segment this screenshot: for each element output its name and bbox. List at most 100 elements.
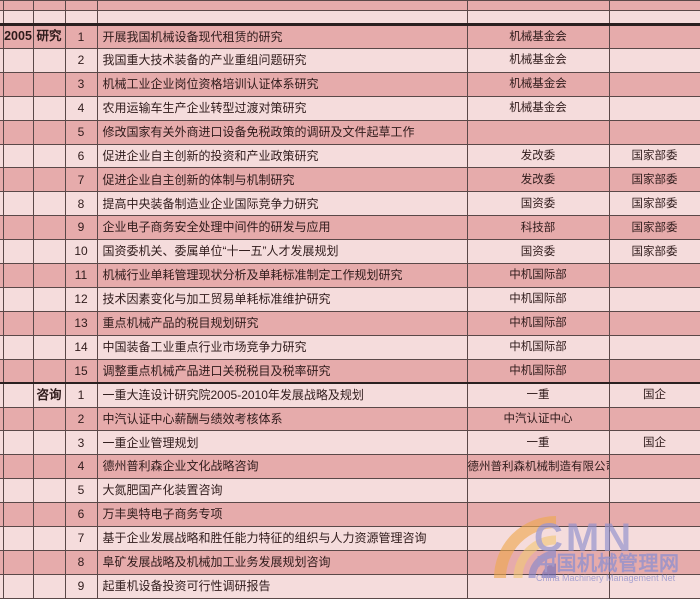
cell-type bbox=[608, 502, 700, 528]
cell-type: 国企 bbox=[608, 430, 700, 456]
cell-type: 国家部委 bbox=[608, 239, 700, 265]
cell-type: 国家部委 bbox=[608, 191, 700, 217]
cell-year bbox=[2, 502, 34, 528]
cell-type bbox=[608, 310, 700, 336]
table-row: 5 修改国家有关外商进口设备免税政策的调研及文件起草工作 bbox=[0, 119, 700, 145]
cell-org: 科技部 bbox=[466, 215, 610, 241]
cell-year bbox=[2, 263, 34, 288]
cell-org bbox=[466, 526, 610, 551]
cell-category bbox=[32, 573, 66, 599]
cell-type bbox=[608, 95, 700, 121]
cell-year bbox=[2, 215, 34, 241]
cell-year bbox=[2, 549, 34, 575]
cell-number: 15 bbox=[64, 358, 98, 384]
cell-title: 万丰奥特电子商务专项 bbox=[96, 502, 468, 528]
cell-category bbox=[32, 478, 66, 504]
cell-number bbox=[64, 0, 98, 11]
cell-org: 国资委 bbox=[466, 191, 610, 217]
cell-number: 1 bbox=[64, 382, 98, 408]
cell-number: 12 bbox=[64, 286, 98, 312]
cell-type bbox=[608, 47, 700, 73]
table-row: 4 农用运输车生产企业转型过渡对策研究 机械基金会 bbox=[0, 95, 700, 121]
cell-category bbox=[32, 71, 66, 97]
cell-type: 国家部委 bbox=[608, 215, 700, 241]
cell-number: 2 bbox=[64, 47, 98, 73]
cell-title: 重点机械产品的税目规划研究 bbox=[96, 310, 468, 336]
cell-number: 10 bbox=[64, 239, 98, 265]
cell-category bbox=[32, 549, 66, 575]
table-row: 2005 研究 1 开展我国机械设备现代租赁的研究 机械基金会 bbox=[0, 24, 700, 49]
cell-title: 我国重大技术装备的产业重组问题研究 bbox=[96, 47, 468, 73]
cell-title: 技术因素变化与加工贸易单耗标准维护研究 bbox=[96, 286, 468, 312]
cell-org bbox=[466, 478, 610, 504]
cell-category: 研究 bbox=[32, 24, 66, 49]
cell-title: 一重企业管理规划 bbox=[96, 430, 468, 456]
cell-title: 中国装备工业重点行业市场竞争力研究 bbox=[96, 334, 468, 360]
cell-year bbox=[2, 191, 34, 217]
cell-year bbox=[2, 310, 34, 336]
cell-type bbox=[608, 406, 700, 432]
cell-year bbox=[2, 478, 34, 504]
cell-category bbox=[32, 358, 66, 384]
cell-title: 阜矿发展战略及机械加工业务发展规划咨询 bbox=[96, 549, 468, 575]
cell-type bbox=[608, 549, 700, 575]
cell-org: 中机国际部 bbox=[466, 358, 610, 384]
cell-type: 国家部委 bbox=[608, 143, 700, 169]
cell-number: 3 bbox=[64, 71, 98, 97]
table-row: 14 中国装备工业重点行业市场竞争力研究 中机国际部 bbox=[0, 334, 700, 360]
cell-year bbox=[2, 454, 34, 480]
cell-year bbox=[2, 358, 34, 384]
cell-org: 机械基金会 bbox=[466, 95, 610, 121]
cell-type: 国家部委 bbox=[608, 167, 700, 193]
cell-org: 中机国际部 bbox=[466, 334, 610, 360]
cell-title bbox=[96, 10, 468, 26]
cell-org: 中机国际部 bbox=[466, 286, 610, 312]
table-row: 2 我国重大技术装备的产业重组问题研究 机械基金会 bbox=[0, 47, 700, 73]
cell-year bbox=[2, 143, 34, 169]
cell-number: 9 bbox=[64, 573, 98, 599]
cell-title bbox=[96, 0, 468, 11]
cell-year bbox=[2, 10, 34, 26]
cell-org: 中机国际部 bbox=[466, 263, 610, 288]
cell-number: 14 bbox=[64, 334, 98, 360]
cell-type bbox=[608, 358, 700, 384]
table-row: 3 一重企业管理规划 一重 国企 bbox=[0, 430, 700, 456]
cell-number: 6 bbox=[64, 502, 98, 528]
cell-title: 一重大连设计研究院2005-2010年发展战略及规划 bbox=[96, 382, 468, 408]
cell-number: 5 bbox=[64, 119, 98, 145]
table-row: 4 德州普利森企业文化战略咨询 德州普利森机械制造有限公司 bbox=[0, 454, 700, 480]
cell-category bbox=[32, 47, 66, 73]
cell-year bbox=[2, 430, 34, 456]
cell-year: 2005 bbox=[2, 24, 34, 49]
cell-category bbox=[32, 526, 66, 551]
cell-year bbox=[2, 526, 34, 551]
cell-category bbox=[32, 119, 66, 145]
cell-title: 基于企业发展战略和胜任能力特征的组织与人力资源管理咨询 bbox=[96, 526, 468, 551]
cell-type bbox=[608, 573, 700, 599]
table-row: 6 万丰奥特电子商务专项 bbox=[0, 502, 700, 528]
cell-title: 国资委机关、委属单位“十一五”人才发展规划 bbox=[96, 239, 468, 265]
table-row: 10 国资委机关、委属单位“十一五”人才发展规划 国资委 国家部委 bbox=[0, 239, 700, 265]
cell-category bbox=[32, 0, 66, 11]
header-row-bottom bbox=[0, 10, 700, 26]
cell-category bbox=[32, 334, 66, 360]
cell-type bbox=[608, 263, 700, 288]
cell-org bbox=[466, 502, 610, 528]
cell-category bbox=[32, 310, 66, 336]
cell-number: 7 bbox=[64, 167, 98, 193]
cell-number: 13 bbox=[64, 310, 98, 336]
cell-number: 1 bbox=[64, 24, 98, 49]
cell-org: 中汽认证中心 bbox=[466, 406, 610, 432]
table-row: 13 重点机械产品的税目规划研究 中机国际部 bbox=[0, 310, 700, 336]
table-row: 12 技术因素变化与加工贸易单耗标准维护研究 中机国际部 bbox=[0, 286, 700, 312]
cell-type bbox=[608, 24, 700, 49]
table-row: 2 中汽认证中心薪酬与绩效考核体系 中汽认证中心 bbox=[0, 406, 700, 432]
cell-number: 8 bbox=[64, 191, 98, 217]
cell-number: 11 bbox=[64, 263, 98, 288]
cell-org bbox=[466, 119, 610, 145]
cell-org: 一重 bbox=[466, 430, 610, 456]
cell-org bbox=[466, 573, 610, 599]
cell-type bbox=[608, 454, 700, 480]
